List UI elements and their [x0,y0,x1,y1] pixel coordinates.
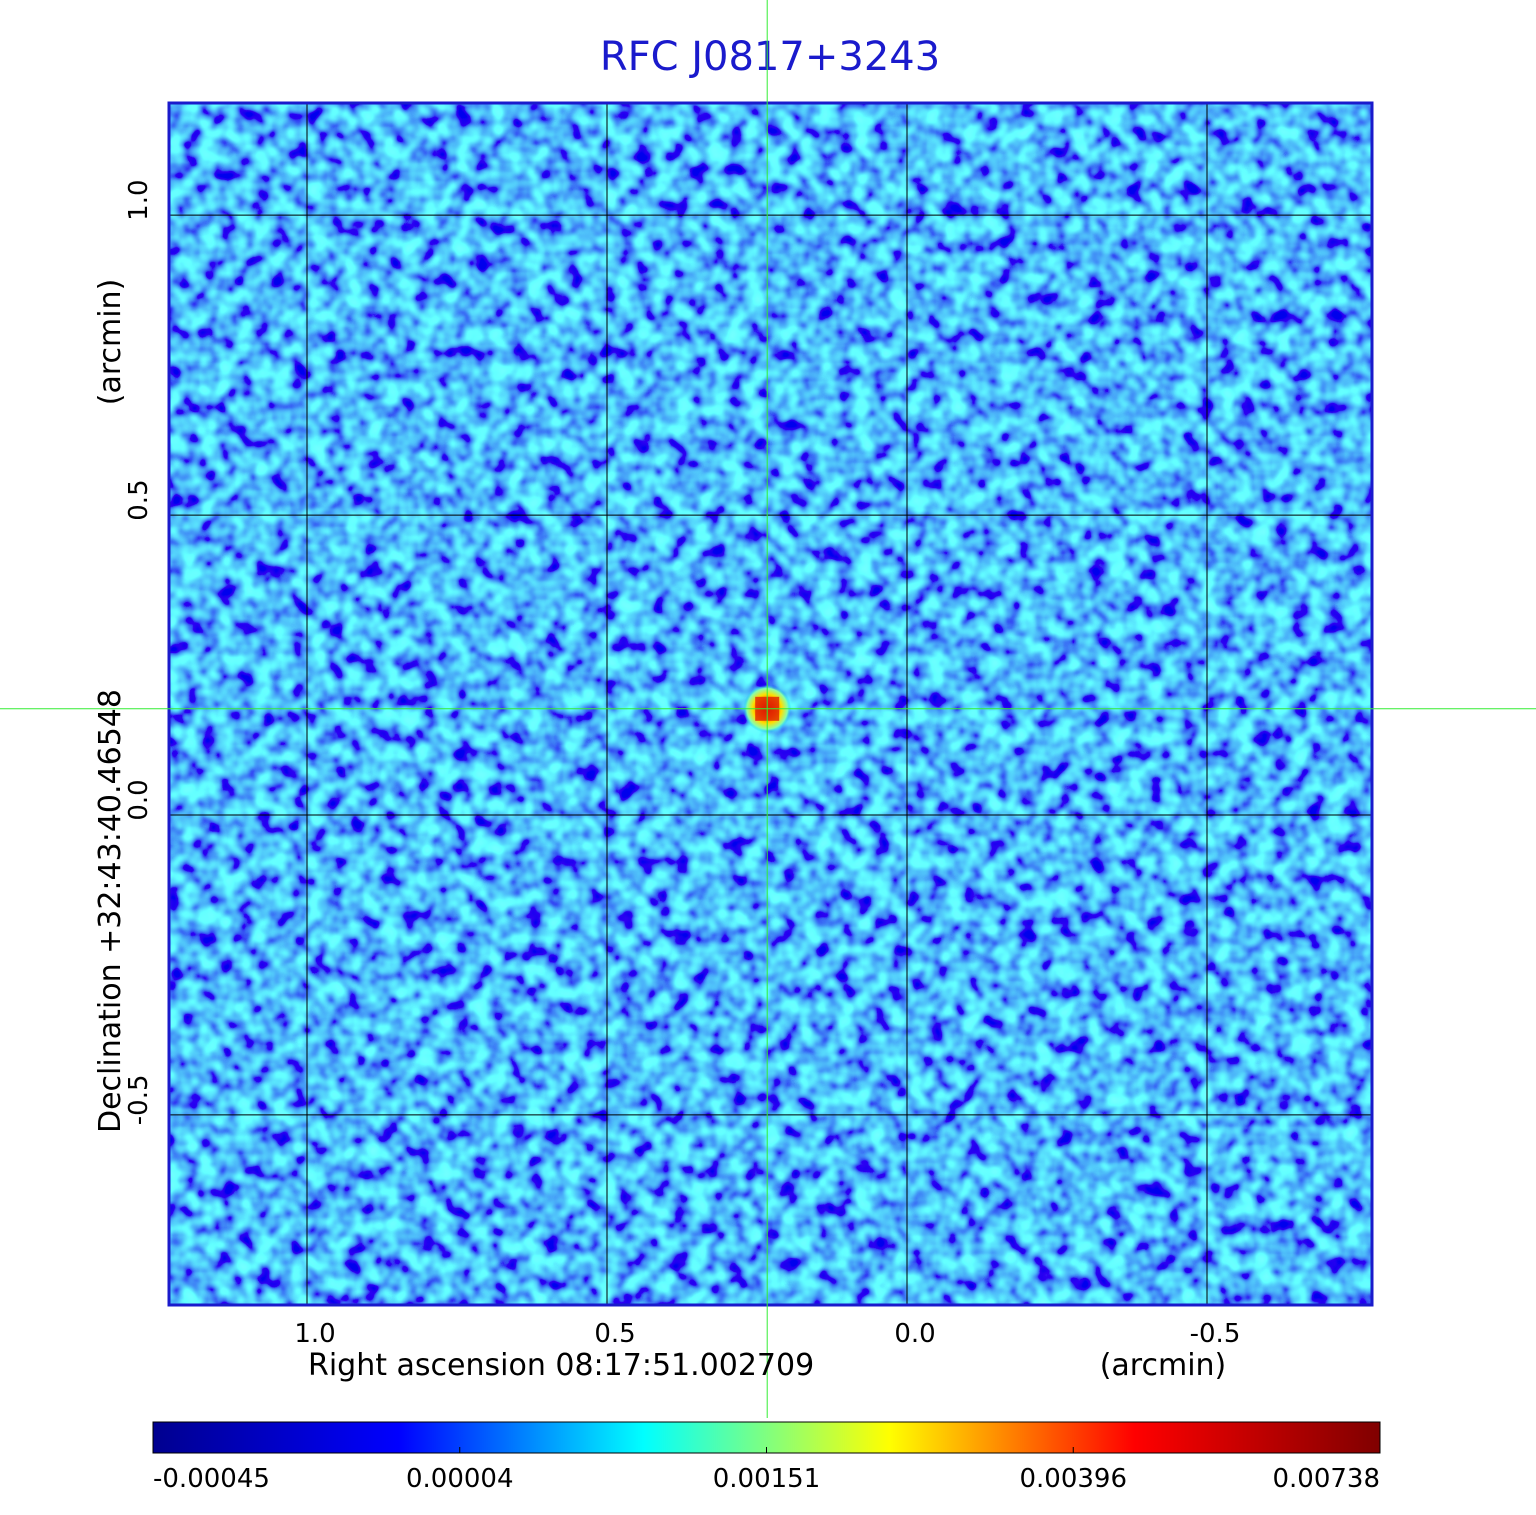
y-axis-unit: (arcmin) [93,279,128,406]
y-axis-label: Declination +32:43:40.46548 [93,689,128,1133]
y-tick-label: 1.0 [124,179,154,220]
x-axis-label: Right ascension 08:17:51.002709 [308,1348,814,1383]
colorbar-tick-label: 0.00396 [1019,1464,1127,1494]
x-tick-label: 1.0 [294,1319,335,1349]
chart-title: RFC J0817+3243 [600,34,940,80]
x-tick-label: -0.5 [1190,1319,1241,1349]
x-axis-unit: (arcmin) [1100,1348,1227,1383]
x-tick-label: 0.0 [894,1319,935,1349]
colorbar-tick-label: 0.00004 [406,1464,514,1494]
y-tick-label: -0.5 [124,1074,154,1125]
y-tick-label: 0.5 [124,479,154,520]
x-tick-label: 0.5 [594,1319,635,1349]
frame [167,101,1374,1307]
colorbar-tick-label: -0.00045 [153,1464,270,1494]
colorbar-tick-label: 0.00738 [1272,1464,1380,1494]
y-tick-label: 0.0 [124,779,154,820]
colorbar-tick-label: 0.00151 [713,1464,821,1494]
